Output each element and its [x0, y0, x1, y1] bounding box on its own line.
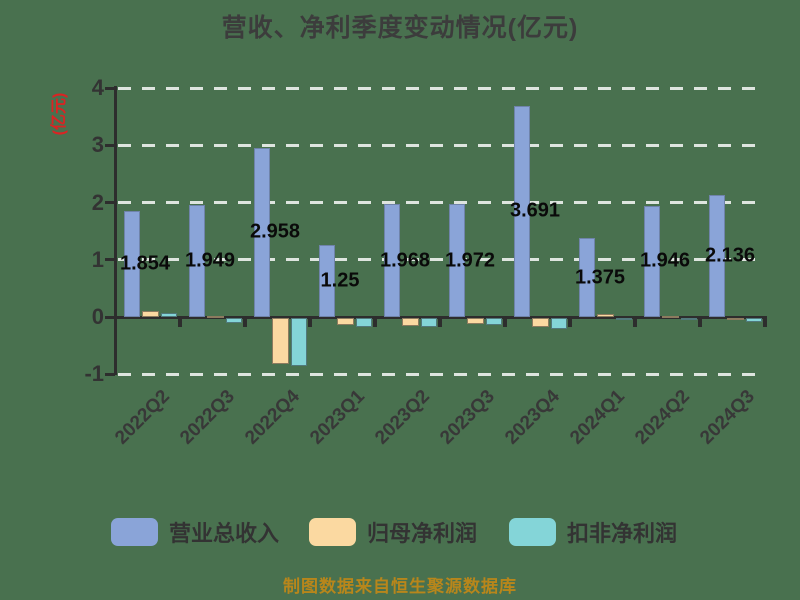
chart-title: 营收、净利季度变动情况(亿元)	[221, 14, 579, 42]
legend-label-revenue: 营业总收入	[169, 521, 280, 546]
x-tick-3	[308, 317, 312, 327]
y-tick-label-1: 1	[91, 246, 104, 272]
bar-归母净利润-2022Q2	[142, 311, 159, 317]
value-label-2023Q2: 1.968	[379, 249, 431, 272]
x-category-label-2023Q2: 2023Q2	[371, 386, 434, 449]
legend-swatch-net-profit	[309, 518, 356, 546]
y-axis-line	[113, 86, 117, 375]
value-label-2024Q3: 2.136	[704, 244, 756, 267]
x-category-label-2023Q3: 2023Q3	[436, 386, 499, 449]
x-category-label-2022Q4: 2022Q4	[241, 386, 304, 449]
x-tick-5	[438, 317, 442, 327]
bar-营业总收入-2023Q2	[384, 204, 400, 317]
bar-营业总收入-2023Q4	[514, 105, 530, 317]
x-tick-6	[503, 317, 507, 327]
y-tick-2	[105, 201, 115, 204]
y-tick-label--1: -1	[84, 361, 104, 387]
y-tick-label-0: 0	[91, 304, 104, 329]
legend-item-net-profit[interactable]: 归母净利润	[309, 517, 477, 547]
bar-营业总收入-2022Q2	[124, 210, 140, 317]
value-label-2023Q3: 1.972	[444, 249, 496, 272]
gridline-y-2	[118, 201, 758, 204]
bar-归母净利润-2024Q2	[662, 315, 679, 318]
legend: 营业总收入 归母净利润 扣非净利润	[0, 517, 800, 547]
bar-归母净利润-2022Q4	[272, 318, 289, 364]
bar-归母净利润-2023Q2	[402, 318, 419, 326]
value-label-2022Q2: 1.854	[119, 252, 171, 275]
x-tick-7	[568, 317, 572, 327]
value-label-2023Q4: 3.691	[509, 199, 561, 222]
y-tick-1	[105, 258, 115, 262]
bar-营业总收入-2022Q4	[254, 147, 270, 317]
bar-归母净利润-2023Q1	[337, 318, 354, 326]
bar-扣非净利润-2023Q1	[355, 318, 372, 327]
bar-扣非净利润-2022Q2	[160, 312, 177, 317]
y-tick-label-3: 3	[91, 132, 104, 158]
x-category-label-2024Q3: 2024Q3	[696, 386, 759, 449]
x-tick-2	[243, 317, 247, 327]
x-tick-9	[698, 317, 702, 327]
gridline-y--1	[118, 372, 758, 376]
bar-归母净利润-2023Q3	[467, 318, 484, 324]
x-category-label-2022Q2: 2022Q2	[111, 386, 174, 449]
bar-归母净利润-2022Q3	[207, 315, 224, 318]
x-category-label-2023Q1: 2023Q1	[306, 386, 369, 449]
bar-营业总收入-2024Q2	[644, 205, 660, 317]
bar-归母净利润-2023Q4	[532, 318, 549, 328]
legend-label-net-profit: 归母净利润	[367, 521, 478, 546]
bar-扣非净利润-2022Q3	[225, 318, 242, 324]
bar-扣非净利润-2024Q3	[745, 318, 762, 322]
bar-营业总收入-2023Q1	[319, 245, 335, 317]
gridline-y-1	[118, 258, 758, 262]
x-category-label-2022Q3: 2022Q3	[176, 386, 239, 449]
bar-营业总收入-2022Q3	[189, 205, 205, 317]
x-tick-4	[373, 317, 377, 327]
value-label-2024Q2: 1.946	[639, 249, 691, 272]
bar-扣非净利润-2023Q2	[420, 318, 437, 327]
bar-营业总收入-2024Q1	[579, 238, 595, 317]
bar-营业总收入-2023Q3	[449, 204, 465, 317]
y-tick--1	[105, 372, 115, 376]
legend-item-non-recurring-profit[interactable]: 扣非净利润	[509, 517, 677, 547]
gridline-y-3	[118, 143, 758, 147]
bar-归母净利润-2024Q1	[597, 313, 614, 317]
value-label-2022Q4: 2.958	[249, 220, 301, 243]
bar-营业总收入-2024Q3	[709, 194, 725, 317]
bar-扣非净利润-2024Q2	[680, 318, 697, 320]
value-label-2022Q3: 1.949	[184, 249, 236, 272]
x-tick-10	[763, 317, 767, 327]
bar-扣非净利润-2023Q3	[485, 318, 502, 326]
bar-归母净利润-2024Q3	[727, 318, 744, 320]
data-source-caption: 制图数据来自恒生聚源数据库	[283, 577, 517, 596]
x-tick-8	[633, 317, 637, 327]
bar-扣非净利润-2023Q4	[550, 318, 567, 330]
y-tick-label-2: 2	[91, 189, 104, 215]
bar-扣非净利润-2024Q1	[615, 318, 632, 320]
legend-label-non-recurring-profit: 扣非净利润	[567, 521, 678, 546]
value-label-2024Q1: 1.375	[574, 266, 626, 289]
y-tick-label-4: 4	[91, 75, 104, 100]
x-category-label-2024Q1: 2024Q1	[566, 386, 629, 449]
legend-swatch-non-recurring-profit	[509, 518, 556, 546]
y-tick-0	[105, 315, 115, 319]
bar-扣非净利润-2022Q4	[290, 318, 307, 366]
value-label-2023Q1: 1.25	[320, 269, 360, 292]
x-tick-1	[178, 317, 182, 327]
y-tick-4	[105, 86, 115, 90]
legend-item-revenue[interactable]: 营业总收入	[111, 517, 279, 547]
legend-swatch-revenue	[111, 518, 158, 546]
gridline-y-4	[118, 86, 758, 90]
x-category-label-2024Q2: 2024Q2	[631, 386, 694, 449]
x-category-label-2023Q4: 2023Q4	[501, 386, 564, 449]
y-tick-3	[105, 143, 115, 147]
